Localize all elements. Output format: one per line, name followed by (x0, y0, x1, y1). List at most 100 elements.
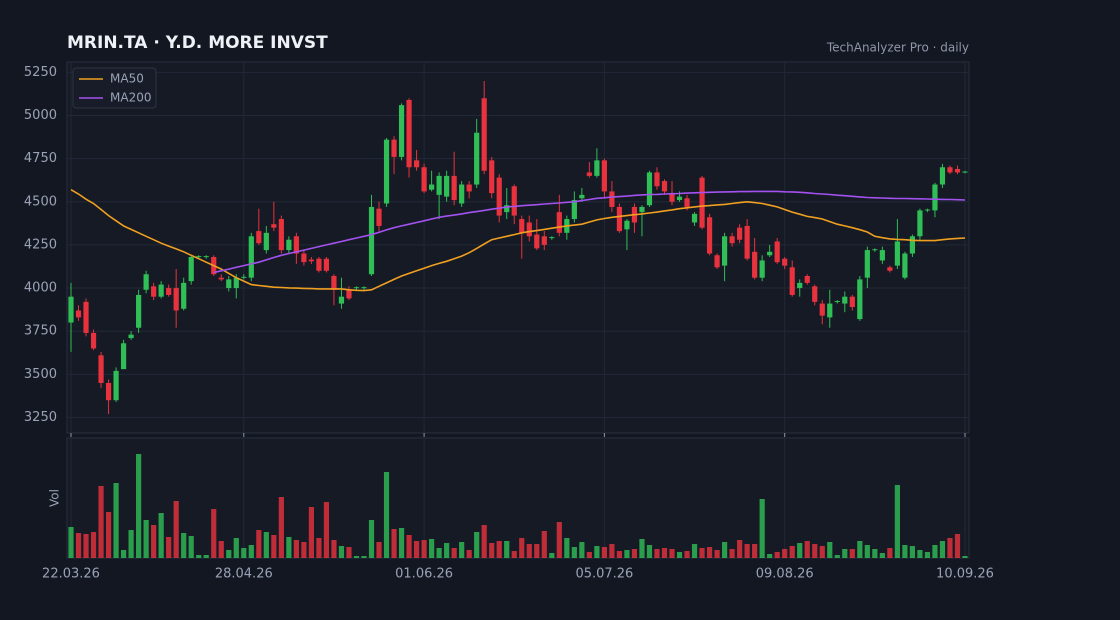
volume-bar (263, 532, 269, 558)
volume-bar (691, 544, 698, 558)
candle-body (136, 294, 142, 328)
candle-body (932, 184, 938, 211)
volume-bar (459, 542, 465, 558)
candle-body (616, 206, 623, 232)
volume-bar (218, 541, 224, 558)
candle-body (105, 382, 112, 401)
x-tick-label: 10.09.26 (936, 567, 994, 582)
candle-body (466, 184, 472, 192)
candle-body (278, 219, 284, 251)
candle-body (256, 231, 262, 244)
candle-body (654, 172, 660, 187)
candle-body (444, 175, 450, 197)
volume-bar (744, 544, 750, 558)
candle-body (436, 175, 442, 195)
volume-bar (188, 536, 194, 558)
volume-bar (128, 530, 134, 558)
candle-body (120, 343, 127, 370)
candle-body (699, 177, 705, 228)
volume-bar (909, 546, 916, 558)
volume-bar (834, 555, 840, 558)
y-tick-label: 3500 (24, 367, 57, 382)
volume-bar (308, 507, 315, 558)
candle-body (534, 234, 540, 249)
volume-bar (721, 542, 728, 558)
candle-body (774, 241, 780, 263)
candle-body (819, 303, 825, 316)
candle-body (902, 253, 908, 278)
volume-bar (646, 545, 653, 558)
volume-bar (98, 486, 104, 558)
volume-bar (406, 535, 412, 558)
volume-bar (143, 520, 149, 558)
candle-body (83, 301, 89, 333)
candle-body (173, 288, 179, 311)
volume-bar (211, 509, 217, 558)
candle-body (706, 217, 713, 254)
candle-body (383, 139, 390, 204)
y-tick-label: 4750 (24, 151, 57, 166)
volume-bar (519, 538, 525, 558)
candle-body (361, 287, 367, 289)
candle-body (624, 220, 630, 230)
candle-body (669, 193, 675, 202)
volume-bar (256, 530, 262, 558)
candle-body (601, 160, 607, 192)
volume-bar (429, 539, 435, 558)
candle-body (684, 198, 690, 207)
candle-body (346, 289, 352, 299)
volume-bar (353, 556, 360, 558)
candle-body (113, 370, 119, 401)
candle-body (714, 255, 720, 268)
candle-body (323, 258, 330, 271)
candle-body (233, 277, 239, 289)
candle-body (744, 225, 750, 259)
candle-body (481, 98, 487, 171)
volume-bar (579, 542, 585, 558)
volume-bar (534, 544, 540, 558)
volume-bar (954, 534, 961, 558)
volume-bar (75, 533, 82, 558)
candle-body (879, 250, 885, 261)
candle-body (752, 251, 758, 278)
candle-body (962, 171, 968, 173)
volume-bar (759, 499, 765, 558)
candle-body (293, 236, 299, 254)
candle-body (661, 181, 668, 192)
candle-body (917, 210, 923, 237)
candle-body (308, 259, 315, 262)
volume-bar (661, 548, 668, 558)
ma-line (213, 190, 966, 274)
volume-bar (902, 545, 908, 558)
candle-body (646, 172, 653, 206)
candle-body (782, 258, 788, 266)
x-tick-label: 22.03.26 (42, 567, 100, 582)
volume-bar (601, 547, 607, 558)
volume-bar (181, 533, 187, 558)
volume-bar (917, 550, 923, 558)
volume-bar (729, 549, 735, 558)
candle-body (579, 194, 585, 199)
volume-bar (398, 528, 405, 558)
volume-bar (879, 553, 885, 558)
volume-bar (511, 551, 517, 558)
legend-label: MA50 (110, 72, 144, 86)
candle-body (421, 167, 427, 192)
y-tick-label: 4000 (24, 281, 57, 296)
candle-body (812, 286, 818, 302)
candle-body (271, 224, 277, 228)
candle-body (556, 212, 562, 233)
volume-bar (331, 540, 337, 558)
candle-body (188, 256, 194, 282)
volume-bar (774, 552, 780, 558)
volume-bar (887, 548, 893, 558)
volume-bar (737, 540, 743, 558)
candle-body (924, 209, 931, 211)
candle-body (196, 256, 202, 258)
y-tick-label: 4500 (24, 194, 57, 209)
volume-bar (849, 549, 855, 558)
candle-body (939, 167, 946, 185)
candle-body (398, 105, 405, 157)
volume-bar (489, 543, 495, 558)
